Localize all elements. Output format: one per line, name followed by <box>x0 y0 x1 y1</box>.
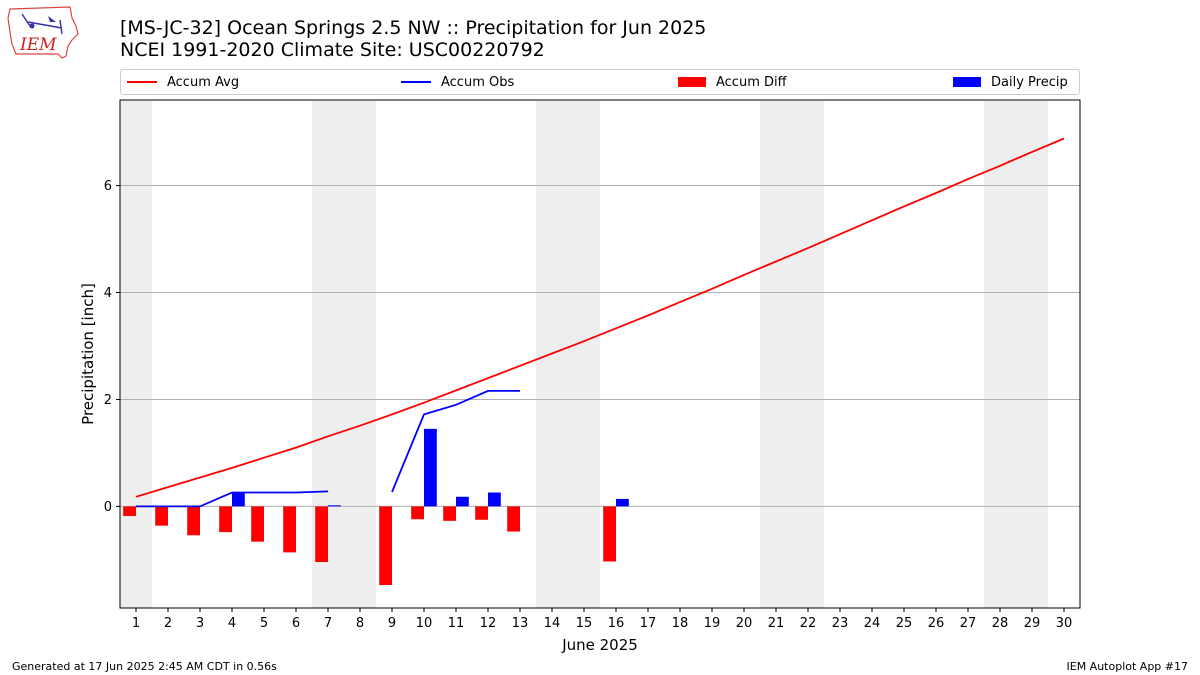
x-tick-label: 23 <box>832 616 849 631</box>
app-credit: IEM Autoplot App #17 <box>1066 660 1189 673</box>
accum-diff-bar <box>315 506 328 563</box>
legend-label: Accum Obs <box>441 74 515 90</box>
y-tick-label: 4 <box>104 286 112 301</box>
x-tick-label: 1 <box>132 616 140 631</box>
x-tick-label: 17 <box>640 616 657 631</box>
x-tick-label: 24 <box>864 616 881 631</box>
daily-precip-bar <box>616 498 629 507</box>
x-tick-label: 18 <box>672 616 689 631</box>
chart-title: [MS-JC-32] Ocean Springs 2.5 NW :: Preci… <box>120 17 707 39</box>
accum-diff-bar <box>187 506 200 536</box>
accum-diff-bar <box>443 506 456 521</box>
accum-diff-bar <box>251 506 264 542</box>
x-tick-label: 3 <box>196 616 204 631</box>
daily-precip-bar <box>424 428 437 507</box>
daily-precip-bar <box>232 492 245 507</box>
legend-item-accum-avg: Accum Avg <box>127 70 239 94</box>
x-tick-label: 6 <box>292 616 300 631</box>
weekend-shade <box>984 100 1016 608</box>
accum-diff-bar <box>475 506 488 520</box>
legend-swatch-red-line <box>127 81 157 83</box>
y-tick-label: 6 <box>104 179 112 194</box>
x-tick-label: 30 <box>1056 616 1073 631</box>
weekend-shade <box>344 100 376 608</box>
legend-item-accum-obs: Accum Obs <box>401 70 514 94</box>
y-tick-label: 2 <box>104 393 112 408</box>
weekend-shade <box>1016 100 1048 608</box>
weekend-shade <box>760 100 792 608</box>
x-tick-label: 19 <box>704 616 721 631</box>
x-tick-label: 4 <box>228 616 236 631</box>
plot-frame <box>119 99 1081 609</box>
x-tick-label: 15 <box>576 616 593 631</box>
daily-precip-bar <box>488 492 501 507</box>
chart-subtitle: NCEI 1991-2020 Climate Site: USC00220792 <box>120 39 545 61</box>
x-tick-label: 5 <box>260 616 268 631</box>
legend-swatch-blue-line <box>401 81 431 83</box>
x-tick-label: 21 <box>768 616 785 631</box>
accum-avg-line <box>135 137 1065 498</box>
y-tick-label: 0 <box>104 500 112 515</box>
x-tick-label: 7 <box>324 616 332 631</box>
x-axis-label: June 2025 <box>561 636 638 654</box>
legend-label: Accum Avg <box>167 74 240 90</box>
x-tick-label: 11 <box>448 616 465 631</box>
accum-diff-bar <box>155 506 168 526</box>
weekend-shade <box>568 100 600 608</box>
weekend-shade <box>792 100 824 608</box>
x-tick-label: 16 <box>608 616 625 631</box>
x-tick-label: 2 <box>164 616 172 631</box>
accum-obs-line <box>136 490 329 508</box>
legend-swatch-blue-box <box>953 77 981 87</box>
x-tick-label: 9 <box>388 616 396 631</box>
x-tick-label: 25 <box>896 616 913 631</box>
accum-obs-line <box>391 389 520 493</box>
iem-logo: IEM <box>6 4 82 64</box>
accum-diff-bar <box>603 506 616 562</box>
legend-item-daily-precip: Daily Precip <box>953 70 1068 94</box>
accum-diff-bar <box>283 506 296 553</box>
x-tick-label: 28 <box>992 616 1009 631</box>
accum-diff-bar <box>123 506 136 517</box>
legend-item-accum-diff: Accum Diff <box>678 70 787 94</box>
daily-precip-bar <box>328 505 341 507</box>
x-tick-label: 27 <box>960 616 977 631</box>
accum-diff-bar <box>411 506 424 520</box>
x-tick-label: 10 <box>416 616 433 631</box>
weekend-shade <box>120 100 152 608</box>
accum-diff-bar <box>507 506 520 532</box>
x-tick-label: 22 <box>800 616 817 631</box>
accum-diff-bar <box>219 506 232 533</box>
legend: Accum Avg Accum Obs Accum Diff Daily Pre… <box>120 69 1080 95</box>
legend-swatch-red-box <box>678 77 706 87</box>
logo-text: IEM <box>19 35 57 55</box>
x-tick-label: 29 <box>1024 616 1041 631</box>
x-tick-label: 12 <box>480 616 497 631</box>
x-tick-label: 20 <box>736 616 753 631</box>
legend-label: Daily Precip <box>991 74 1068 90</box>
daily-precip-bar <box>456 496 469 507</box>
x-tick-label: 13 <box>512 616 529 631</box>
legend-label: Accum Diff <box>716 74 787 90</box>
y-axis-label: Precipitation [inch] <box>79 283 97 425</box>
accum-diff-bar <box>379 506 392 586</box>
generated-timestamp: Generated at 17 Jun 2025 2:45 AM CDT in … <box>12 660 277 673</box>
x-tick-label: 26 <box>928 616 945 631</box>
x-tick-label: 14 <box>544 616 561 631</box>
x-tick-label: 8 <box>356 616 364 631</box>
